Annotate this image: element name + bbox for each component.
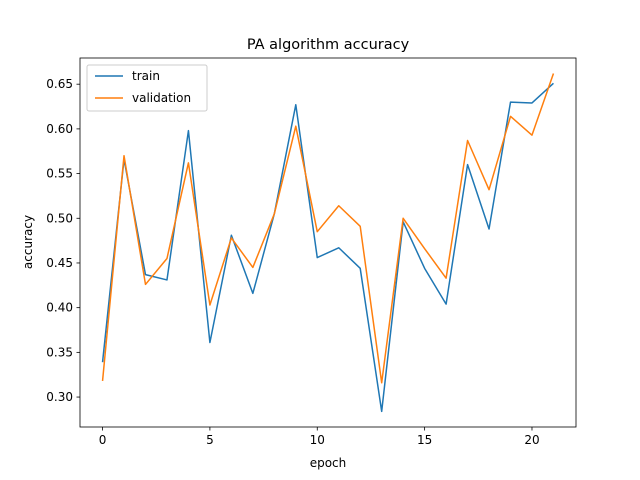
y-tick-label: 0.60 <box>46 122 73 136</box>
series-line-validation <box>101 73 555 384</box>
x-axis: 0 5 10 15 20 <box>99 427 540 447</box>
plot-area <box>79 57 577 428</box>
chart-title: PA algorithm accuracy <box>247 37 410 53</box>
y-tick-label: 0.65 <box>46 77 73 91</box>
y-tick-label: 0.45 <box>46 256 73 270</box>
y-tick-label: 0.30 <box>46 390 73 404</box>
legend-label-train: train <box>132 69 160 83</box>
x-tick-label: 20 <box>524 433 539 447</box>
y-axis: 0.30 0.35 0.40 0.45 0.50 0.55 0.60 0.65 <box>46 77 80 404</box>
y-tick-label: 0.55 <box>46 167 73 181</box>
x-tick-label: 10 <box>310 433 325 447</box>
series-lines <box>101 73 555 413</box>
x-tick-label: 15 <box>417 433 432 447</box>
y-tick-label: 0.40 <box>46 301 73 315</box>
y-tick-label: 0.35 <box>46 345 73 359</box>
legend-label-validation: validation <box>132 91 191 105</box>
plot-frame <box>79 57 577 428</box>
y-axis-label: accuracy <box>21 215 35 269</box>
series-line-train <box>101 82 554 413</box>
x-tick-label: 0 <box>99 433 107 447</box>
x-axis-label: epoch <box>310 456 347 470</box>
legend: train validation <box>86 64 208 112</box>
x-tick-label: 5 <box>206 433 214 447</box>
y-tick-label: 0.50 <box>46 211 73 225</box>
